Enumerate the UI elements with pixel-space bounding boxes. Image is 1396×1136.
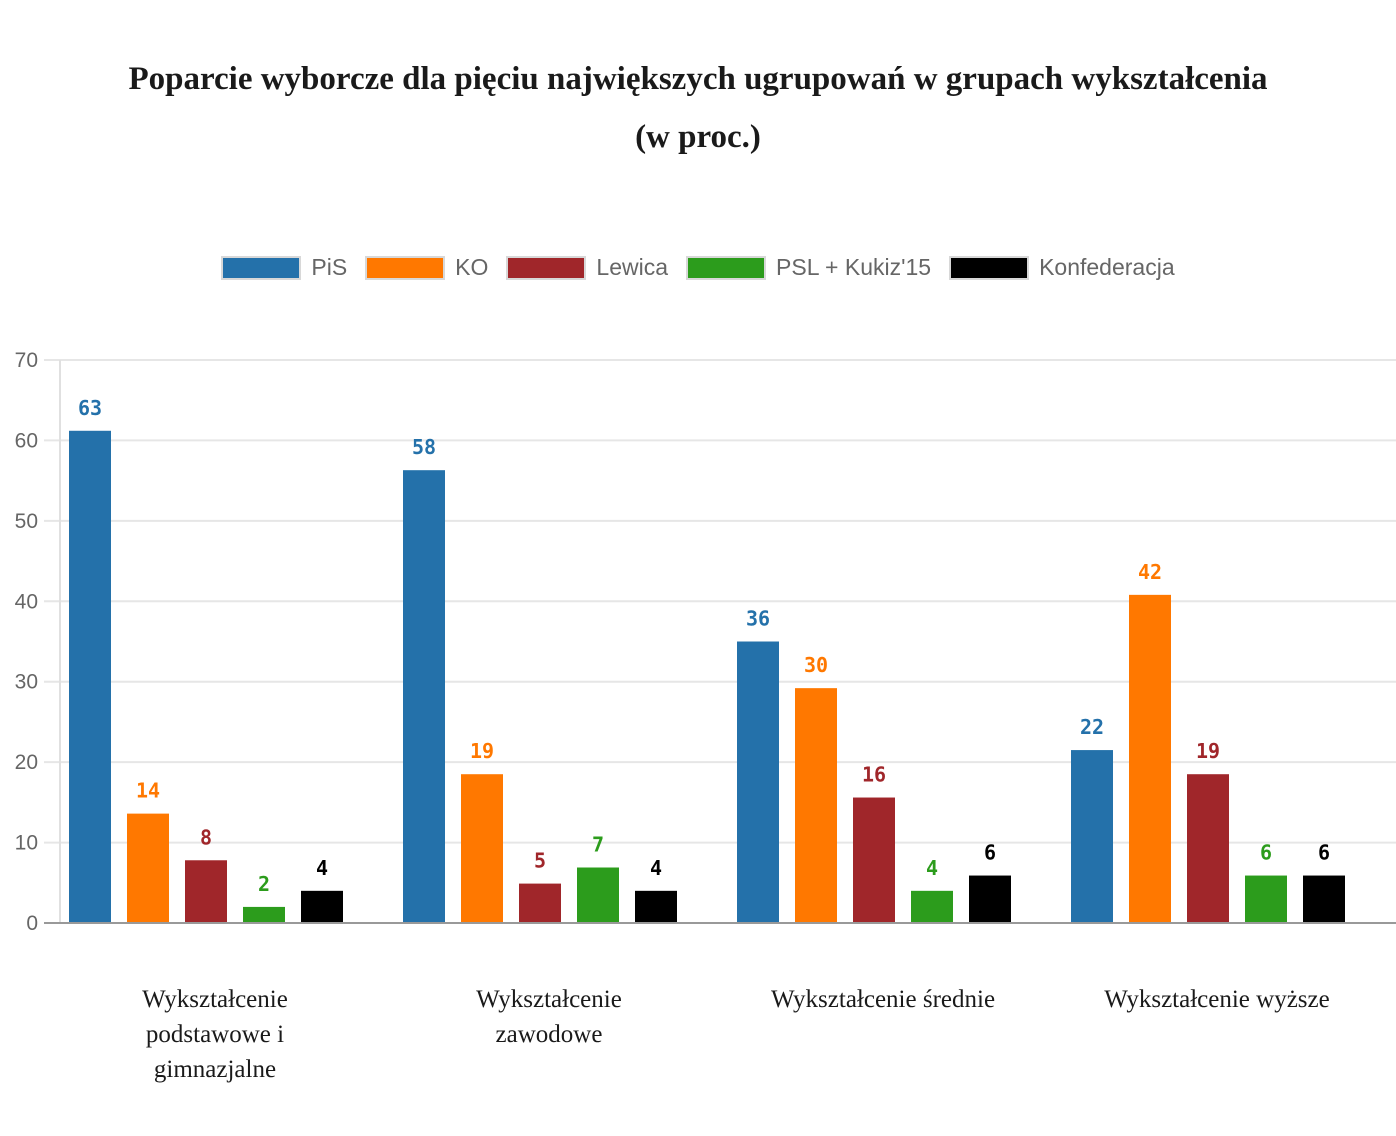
axes: 0 10 20 30 40 50 60 70 — [15, 349, 1396, 935]
bar-ko — [1129, 594, 1171, 923]
y-tick-label: 30 — [15, 671, 38, 694]
data-label: 63 — [78, 396, 102, 420]
data-label: 4 — [316, 856, 328, 880]
y-tick-label: 20 — [15, 751, 38, 774]
data-label: 4 — [926, 856, 938, 880]
bar-konfederacja — [1303, 875, 1345, 923]
bar-ko — [461, 774, 503, 923]
data-label: 4 — [650, 856, 662, 880]
data-label: 14 — [136, 779, 160, 803]
legend-item-2[interactable]: Lewica — [506, 254, 668, 281]
y-tick-label: 40 — [15, 590, 38, 613]
legend-swatch — [506, 255, 587, 280]
data-label: 7 — [592, 833, 604, 857]
bar-pis — [69, 430, 111, 923]
data-label: 19 — [470, 739, 494, 763]
data-label: 19 — [1196, 739, 1220, 763]
legend-label: PSL + Kukiz'15 — [776, 254, 932, 280]
legend-label: Lewica — [596, 254, 669, 280]
x-category-label: Wykształcenie zawodowe — [476, 986, 622, 1048]
y-tick-label: 60 — [15, 429, 38, 452]
data-label: 8 — [200, 825, 212, 849]
data-label: 36 — [746, 607, 770, 631]
chart-title: Poparcie wyborcze dla pięciu największyc… — [0, 50, 1396, 166]
bar-psl-kukiz-15 — [577, 867, 619, 923]
legend-swatch — [221, 255, 302, 280]
data-label: 30 — [804, 653, 828, 677]
y-tick-label: 70 — [15, 349, 38, 372]
data-label: 6 — [984, 841, 996, 865]
y-tick-label: 10 — [15, 832, 38, 855]
legend-label: Konfederacja — [1039, 254, 1175, 280]
data-label: 2 — [258, 872, 270, 896]
data-label: 6 — [1318, 841, 1330, 865]
legend-item-4[interactable]: Konfederacja — [949, 254, 1175, 281]
legend-swatch — [686, 255, 767, 280]
bar-ko — [127, 813, 169, 923]
bar-konfederacja — [301, 890, 343, 923]
chart-legend: PiS KO Lewica PSL + Kukiz'15 Konfederacja — [0, 254, 1396, 281]
bar-psl-kukiz-15 — [1245, 875, 1287, 923]
chart-title-line2: (w proc.) — [635, 119, 761, 155]
bars — [69, 430, 1345, 923]
legend-swatch — [365, 255, 446, 280]
bar-lewica — [853, 797, 895, 923]
value-labels: 63 14 8 2 4 58 19 5 7 4 36 30 16 4 6 22 42 19 6 6 — [78, 396, 1330, 896]
bar-psl-kukiz-15 — [911, 890, 953, 923]
data-label: 22 — [1080, 715, 1104, 739]
grid-lines — [44, 359, 1396, 844]
bar-pis — [403, 470, 445, 923]
bar-psl-kukiz-15 — [243, 906, 285, 923]
chart-title-line1: Poparcie wyborcze dla pięciu największyc… — [128, 61, 1268, 97]
bar-konfederacja — [969, 875, 1011, 923]
data-label: 16 — [862, 763, 886, 787]
x-category-label: Wykształcenie średnie — [770, 986, 996, 1013]
bar-lewica — [185, 860, 227, 923]
bar-lewica — [519, 883, 561, 923]
data-label: 5 — [534, 849, 546, 873]
bar-ko — [795, 688, 837, 923]
bar-lewica — [1187, 774, 1229, 923]
bar-pis — [737, 641, 779, 923]
bar-pis — [1071, 750, 1113, 923]
y-tick-label: 0 — [26, 912, 38, 935]
legend-item-0[interactable]: PiS — [221, 254, 347, 281]
legend-item-3[interactable]: PSL + Kukiz'15 — [686, 254, 931, 281]
x-category-label: Wykształcenie wyższe — [1104, 986, 1330, 1013]
x-category-label: Wykształcenie podstawowe i gimnazjalne — [142, 986, 288, 1083]
legend-item-1[interactable]: KO — [365, 254, 488, 281]
y-tick-label: 50 — [15, 510, 38, 533]
legend-label: PiS — [311, 254, 348, 280]
bar-konfederacja — [635, 890, 677, 923]
data-label: 42 — [1138, 560, 1162, 584]
data-label: 58 — [412, 435, 436, 459]
legend-label: KO — [455, 254, 489, 280]
data-label: 6 — [1260, 841, 1272, 865]
legend-swatch — [949, 255, 1030, 280]
